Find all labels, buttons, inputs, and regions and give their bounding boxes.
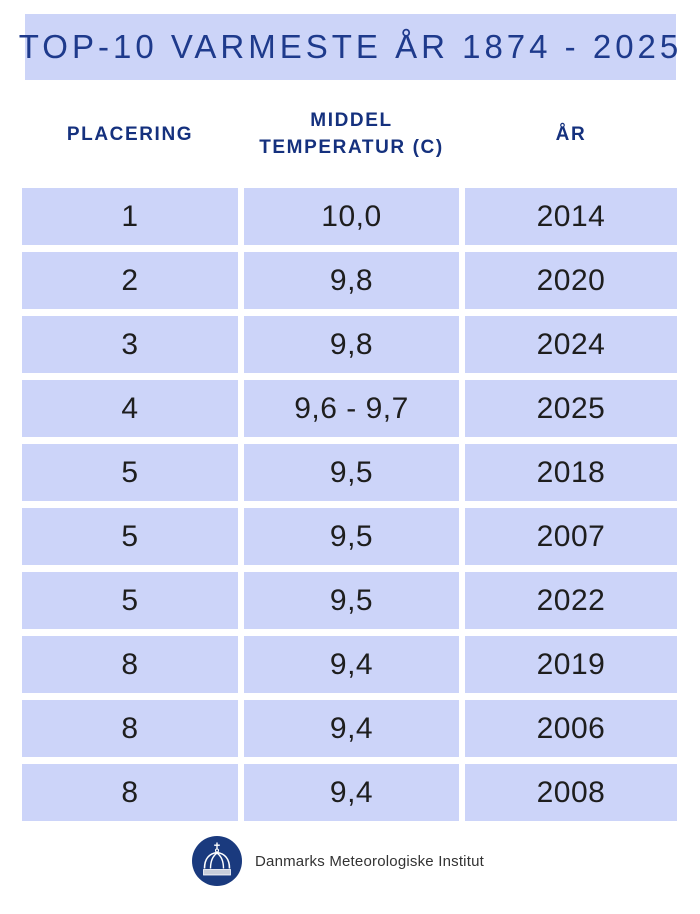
title-banner: TOP-10 VARMESTE ÅR 1874 - 2025 [19,14,678,80]
table-body: 1 10,0 2014 2 9,8 2020 3 9,8 2024 4 9,6 … [0,188,700,821]
table-row: 5 9,5 2022 [22,572,700,629]
cell-temperatur: 9,8 [244,316,459,373]
table-row: 1 10,0 2014 [22,188,700,245]
org-name: Danmarks Meteorologiske Institut [255,852,484,870]
cell-placering: 4 [22,380,238,437]
cell-placering: 5 [22,508,238,565]
cell-placering: 8 [22,764,238,821]
table-row: 5 9,5 2018 [22,444,700,501]
cell-placering: 1 [22,188,238,245]
table-header-row: PLACERING MIDDEL TEMPERATUR (C) ÅR [22,100,700,170]
cell-temperatur: 9,4 [244,636,459,693]
cell-aar: 2020 [465,252,677,309]
cell-temperatur: 9,6 - 9,7 [244,380,459,437]
page-title: TOP-10 VARMESTE ÅR 1874 - 2025 [18,28,683,65]
cell-placering: 5 [22,444,238,501]
cell-temperatur: 9,5 [244,508,459,565]
cell-temperatur: 9,8 [244,252,459,309]
cell-temperatur: 9,4 [244,700,459,757]
column-header-aar: ÅR [555,123,587,145]
cell-aar: 2008 [465,764,677,821]
dmi-logo [192,836,242,886]
cell-aar: 2024 [465,316,677,373]
cell-placering: 8 [22,700,238,757]
cell-aar: 2006 [465,700,677,757]
table-row: 3 9,8 2024 [22,316,700,373]
footer: Danmarks Meteorologiske Institut [0,836,688,886]
cell-aar: 2019 [465,636,677,693]
table-row: 5 9,5 2007 [22,508,700,565]
table-row: 4 9,6 - 9,7 2025 [22,380,700,437]
cell-aar: 2014 [465,188,677,245]
cell-temperatur: 9,5 [244,444,459,501]
cell-aar: 2018 [465,444,677,501]
cell-temperatur: 9,4 [244,764,459,821]
column-header-placering: PLACERING [66,123,194,145]
cell-placering: 8 [22,636,238,693]
table-row: 2 9,8 2020 [22,252,700,309]
cell-aar: 2007 [465,508,677,565]
cell-placering: 2 [22,252,238,309]
dmi-crown-icon [203,842,231,876]
table-row: 8 9,4 2019 [22,636,700,693]
cell-placering: 5 [22,572,238,629]
cell-temperatur: 10,0 [244,188,459,245]
cell-temperatur: 9,5 [244,572,459,629]
table-row: 8 9,4 2008 [22,764,700,821]
cell-aar: 2022 [465,572,677,629]
cell-aar: 2025 [465,380,677,437]
cell-placering: 3 [22,316,238,373]
column-header-temperatur: MIDDEL TEMPERATUR (C) [259,110,444,158]
table-row: 8 9,4 2006 [22,700,700,757]
